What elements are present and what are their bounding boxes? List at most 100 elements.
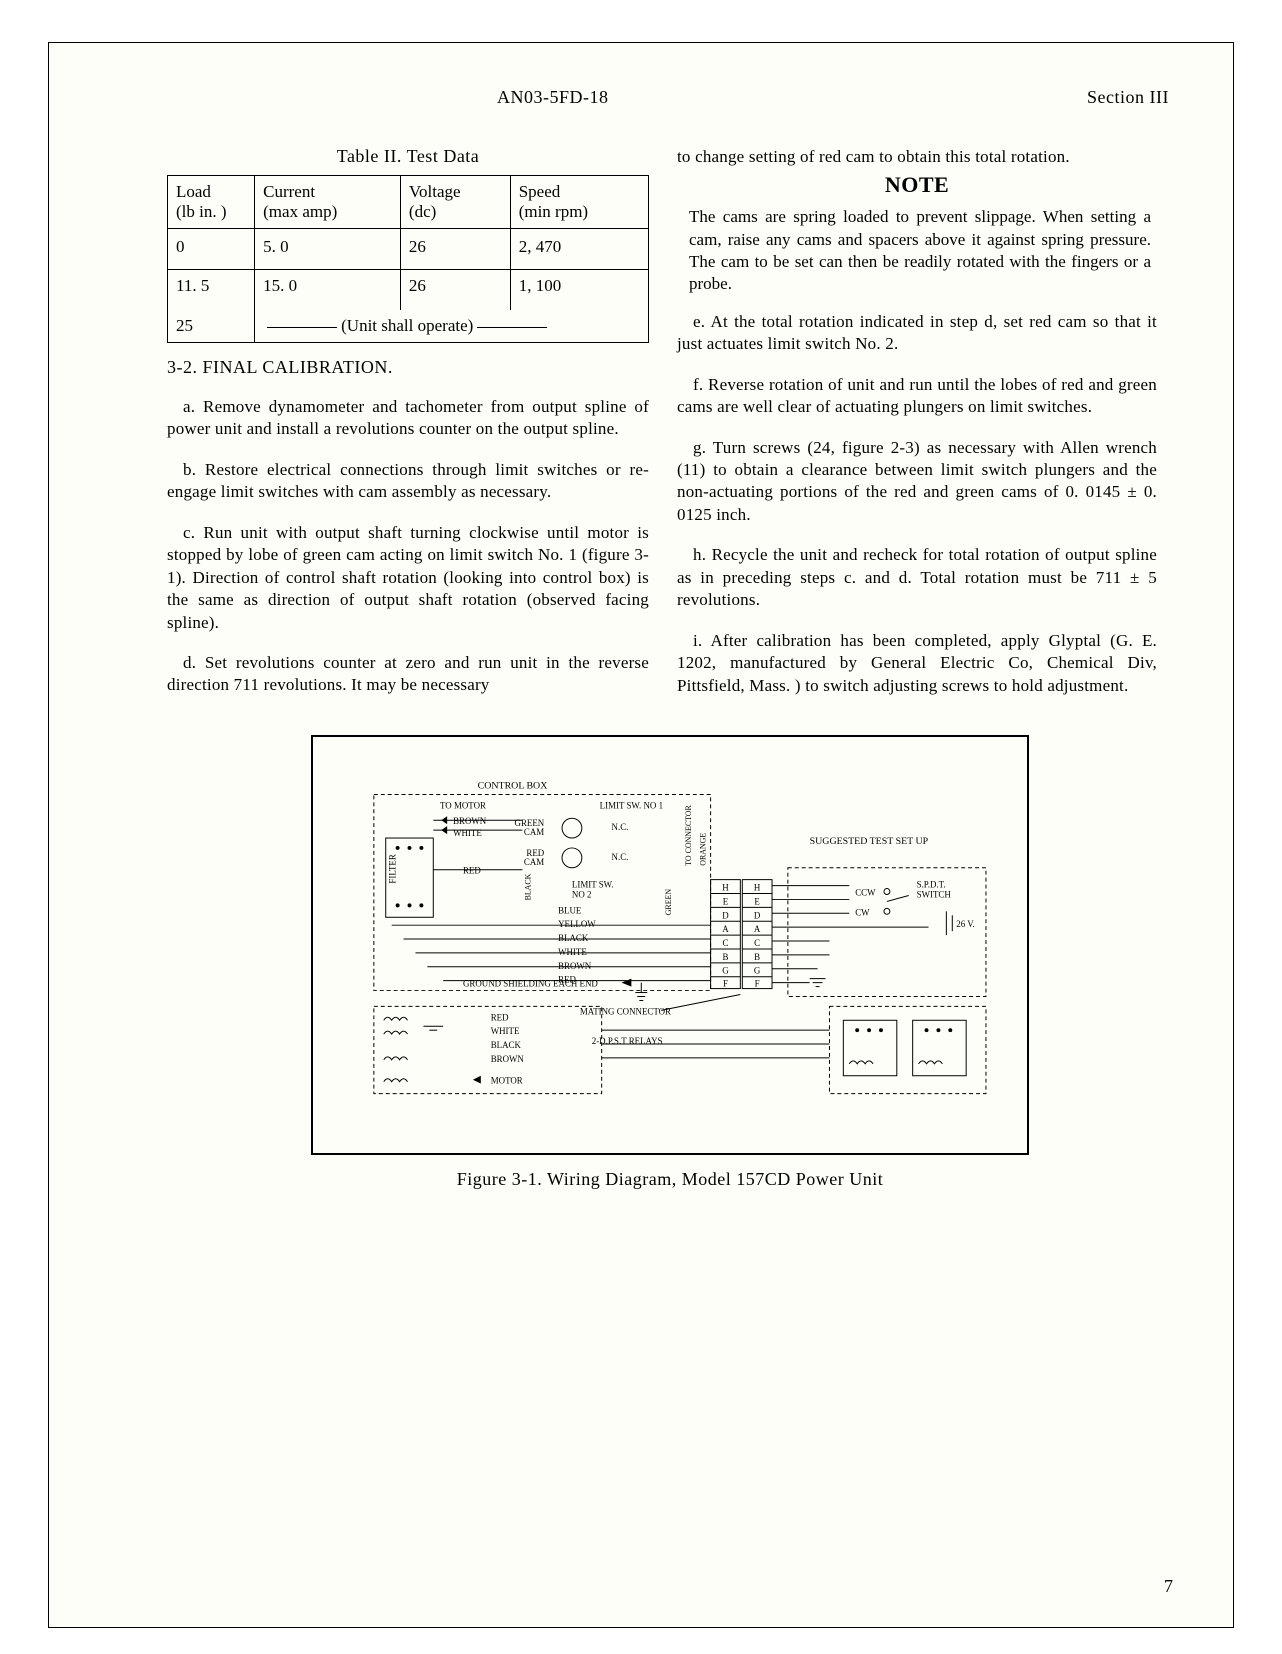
table-cell: 1, 100 <box>510 270 648 311</box>
label-cw: CW <box>855 907 870 917</box>
wiring-diagram-svg: CONTROL BOX TO MOTOR LIMIT SW. NO 1 FILT… <box>313 737 1027 1153</box>
table-cell: 0 <box>168 229 255 270</box>
label-yellow: YELLOW <box>558 919 596 929</box>
section-heading: 3-2. FINAL CALIBRATION. <box>167 357 649 378</box>
page-number: 7 <box>1164 1576 1173 1597</box>
test-data-table: Load (lb in. ) Current (max amp) Voltage… <box>167 175 649 343</box>
svg-text:F: F <box>755 979 760 989</box>
section-label: Section III <box>1087 87 1169 108</box>
label-brown: BROWN <box>453 816 487 826</box>
label-black: BLACK <box>558 933 589 943</box>
label-black-v: BLACK <box>523 873 532 900</box>
svg-text:G: G <box>722 966 729 976</box>
svg-text:F: F <box>723 979 728 989</box>
figure-container: CONTROL BOX TO MOTOR LIMIT SW. NO 1 FILT… <box>167 735 1173 1190</box>
label-red-cam2: CAM <box>524 857 544 867</box>
svg-text:B: B <box>722 952 728 962</box>
wiring-diagram: CONTROL BOX TO MOTOR LIMIT SW. NO 1 FILT… <box>311 735 1029 1155</box>
paragraph-c: c. Run unit with output shaft turning cl… <box>167 522 649 634</box>
label-brown2: BROWN <box>558 961 592 971</box>
label-green-v: GREEN <box>664 889 673 916</box>
note-title: NOTE <box>677 172 1157 198</box>
label-red3: RED <box>491 1012 509 1022</box>
label-mating: MATING CONNECTOR <box>580 1006 671 1016</box>
th-text: Voltage (dc) <box>409 182 461 221</box>
label-orange-v: ORANGE <box>699 833 708 866</box>
page-frame: AN03-5FD-18 Section III Table II. Test D… <box>48 42 1234 1628</box>
table-cell: 26 <box>400 229 510 270</box>
svg-text:B: B <box>754 952 760 962</box>
table-cell: 5. 0 <box>255 229 401 270</box>
label-26v: 26 V. <box>956 919 974 929</box>
note-body: The cams are spring loaded to prevent sl… <box>689 206 1151 294</box>
paragraph-g: g. Turn screws (24, figure 2-3) as neces… <box>677 437 1157 527</box>
label-brown3: BROWN <box>491 1054 525 1064</box>
label-limit-sw1: LIMIT SW. NO 1 <box>600 800 663 810</box>
svg-text:G: G <box>754 966 761 976</box>
table-cell: 2, 470 <box>510 229 648 270</box>
svg-text:A: A <box>722 924 729 934</box>
label-nc1: N.C. <box>612 822 629 832</box>
svg-text:C: C <box>754 938 760 948</box>
page-content: AN03-5FD-18 Section III Table II. Test D… <box>49 43 1233 1220</box>
label-nc2: N.C. <box>612 852 629 862</box>
label-to-motor: TO MOTOR <box>440 800 486 810</box>
page-header: AN03-5FD-18 Section III <box>167 87 1173 108</box>
table-cell: 26 <box>400 270 510 311</box>
th-text: Current (max amp) <box>263 182 337 221</box>
label-to-connector: TO CONNECTOR <box>684 804 693 865</box>
label-ccw: CCW <box>855 887 876 897</box>
th-text: Speed (min rpm) <box>519 182 588 221</box>
label-limit-sw2: LIMIT SW. <box>572 879 614 889</box>
svg-text:E: E <box>723 896 728 906</box>
label-suggested: SUGGESTED TEST SET UP <box>810 836 929 847</box>
label-white3: WHITE <box>491 1026 520 1036</box>
label-green-cam2: CAM <box>524 827 544 837</box>
table-cell: 25 <box>168 310 255 343</box>
label-white: WHITE <box>453 828 482 838</box>
label-limit-sw2b: NO 2 <box>572 889 592 899</box>
label-control-box: CONTROL BOX <box>478 780 548 791</box>
paragraph-f: f. Reverse rotation of unit and run unti… <box>677 374 1157 419</box>
paragraph-h: h. Recycle the unit and recheck for tota… <box>677 544 1157 611</box>
label-black3: BLACK <box>491 1040 522 1050</box>
svg-text:D: D <box>722 910 729 920</box>
paragraph-b: b. Restore electrical connections throug… <box>167 459 649 504</box>
table-row: 0 5. 0 26 2, 470 <box>168 229 649 270</box>
svg-text:H: H <box>754 882 761 892</box>
th-text: Load (lb in. ) <box>176 182 227 221</box>
table-cell: 11. 5 <box>168 270 255 311</box>
table-cell-merged: (Unit shall operate) <box>255 310 649 343</box>
paragraph-i: i. After calibration has been completed,… <box>677 630 1157 697</box>
doc-number: AN03-5FD-18 <box>497 87 609 108</box>
paragraph-a: a. Remove dynamometer and tachometer fro… <box>167 396 649 441</box>
figure-caption: Figure 3-1. Wiring Diagram, Model 157CD … <box>167 1169 1173 1190</box>
table-caption: Table II. Test Data <box>167 146 649 167</box>
label-spdt2: SWITCH <box>917 889 952 899</box>
paragraph-d: d. Set revolutions counter at zero and r… <box>167 652 649 697</box>
table-row: 11. 5 15. 0 26 1, 100 <box>168 270 649 311</box>
label-motor: MOTOR <box>491 1076 523 1086</box>
svg-text:A: A <box>754 924 761 934</box>
table-row: 25 (Unit shall operate) <box>168 310 649 343</box>
table-header: Load (lb in. ) <box>168 176 255 229</box>
label-blue: BLUE <box>558 905 581 915</box>
left-column: Table II. Test Data Load (lb in. ) Curre… <box>167 146 649 697</box>
label-relays: 2-D.P.S.T RELAYS <box>592 1036 663 1046</box>
svg-text:H: H <box>722 882 729 892</box>
two-column-layout: Table II. Test Data Load (lb in. ) Curre… <box>167 146 1173 697</box>
label-ground: GROUND SHIELDING EACH END <box>463 979 598 989</box>
label-white2: WHITE <box>558 947 587 957</box>
svg-text:C: C <box>722 938 728 948</box>
svg-text:D: D <box>754 910 761 920</box>
paragraph-continuation: to change setting of red cam to obtain t… <box>677 146 1157 168</box>
unit-operate-text: (Unit shall operate) <box>263 316 551 336</box>
table-cell: 15. 0 <box>255 270 401 311</box>
table-header: Speed (min rpm) <box>510 176 648 229</box>
right-column: to change setting of red cam to obtain t… <box>677 146 1157 697</box>
table-header: Voltage (dc) <box>400 176 510 229</box>
label-filter: FILTER <box>388 854 398 883</box>
paragraph-e: e. At the total rotation indicated in st… <box>677 311 1157 356</box>
label-red: RED <box>463 866 481 876</box>
label-spdt: S.P.D.T. <box>917 879 946 889</box>
